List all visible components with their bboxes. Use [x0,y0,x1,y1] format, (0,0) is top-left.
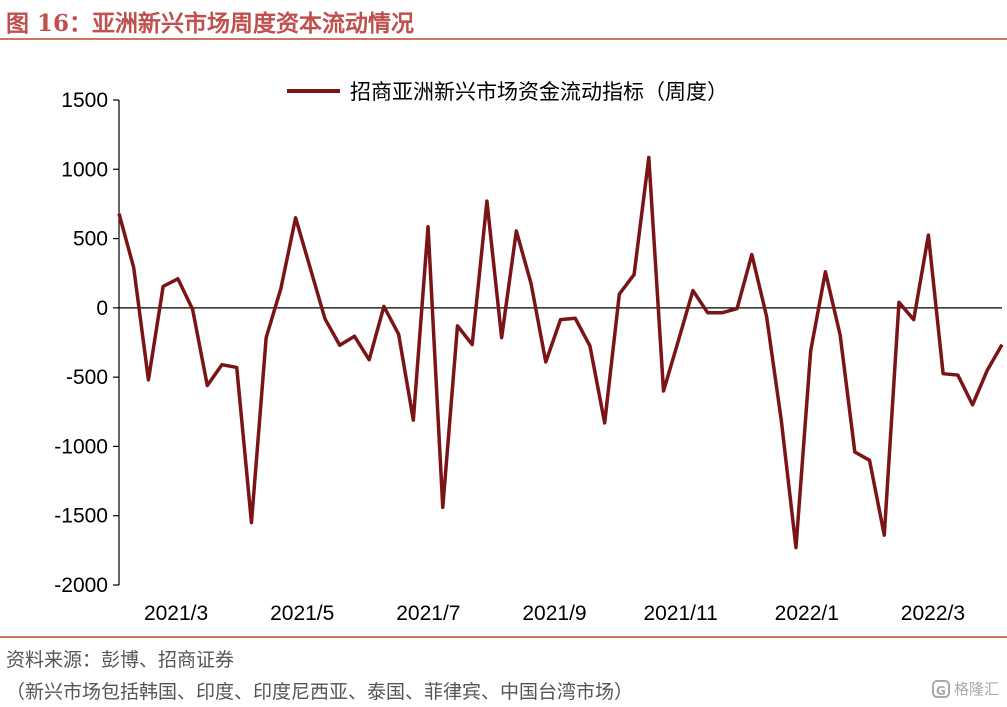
y-tick-label: -1000 [54,435,108,458]
figure-title: 图 16：亚洲新兴市场周度资本流动情况 [6,10,415,37]
y-tick-label: 1500 [61,89,108,112]
watermark-logo-icon: G [931,679,950,698]
legend: 招商亚洲新兴市场资金流动指标（周度） [287,80,728,104]
y-tick-label: -2000 [54,574,108,597]
x-tick-label: 2021/11 [643,602,717,625]
x-tick-label: 2022/3 [901,602,965,625]
legend-label: 招商亚洲新兴市场资金流动指标（周度） [350,80,728,104]
y-tick-label: 0 [96,297,108,320]
y-axis: 1500 1000 500 0 -500 -1000 -1500 -2000 [54,89,119,597]
y-tick-label: 1000 [61,158,108,181]
footer-divider [0,636,1007,638]
y-tick-label: -500 [66,366,108,389]
x-tick-label: 2021/7 [396,602,460,625]
x-tick-label: 2022/1 [775,602,839,625]
watermark-text: 格隆汇 [953,680,999,698]
y-tick-label: -1500 [54,505,108,528]
series-line-0 [117,155,1004,550]
x-tick-label: 2021/5 [270,602,334,625]
x-axis: 2021/3 2021/5 2021/7 2021/9 2021/11 2022/1 202… [144,602,965,625]
source-note: 资料来源：彭博、招商证券 [6,649,235,671]
y-tick-label: 500 [73,228,108,251]
x-tick-label: 2021/9 [522,602,586,625]
x-tick-label: 2021/3 [144,602,208,625]
series-group [117,155,1004,550]
watermark: G 格隆汇 [931,678,999,699]
market-note: （新兴市场包括韩国、印度、印度尼西亚、泰国、菲律宾、中国台湾市场） [6,681,634,703]
title-divider [0,38,1007,40]
